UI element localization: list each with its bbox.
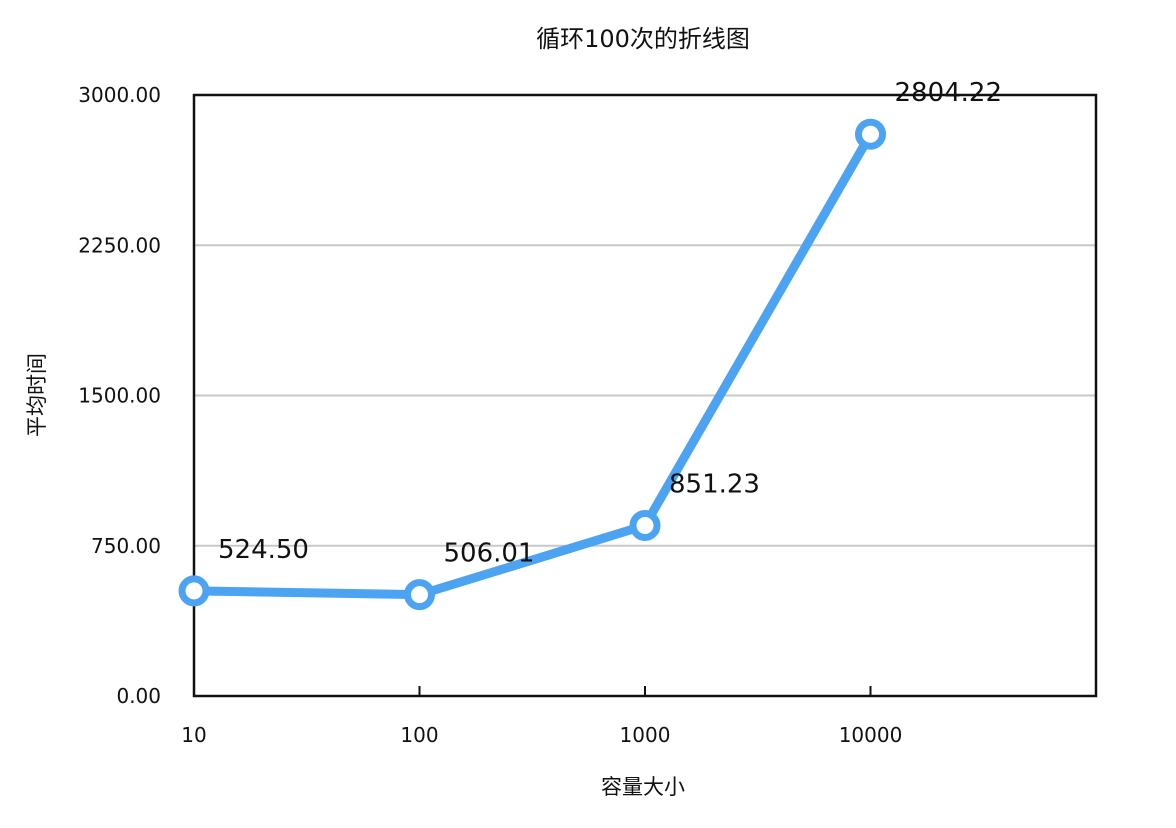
y-axis-ticks: 0.00 750.00 1500.00 2250.00 3000.00: [78, 83, 161, 708]
data-point: [404, 579, 435, 611]
series-group: [178, 118, 886, 611]
data-label: 524.50: [218, 535, 309, 565]
chart-title: 循环100次的折线图: [536, 25, 750, 53]
y-tick-label: 2250.00: [78, 233, 161, 257]
y-tick-label: 0.00: [116, 684, 161, 708]
data-label: 506.01: [444, 539, 535, 569]
x-tick-label: 100: [400, 723, 438, 747]
data-label: 851.23: [669, 469, 760, 499]
x-axis-label: 容量大小: [601, 775, 685, 799]
y-axis-label: 平均时间: [25, 353, 49, 437]
data-label: 2804.22: [895, 78, 1003, 108]
x-tick-label: 10: [181, 723, 206, 747]
y-tick-label: 750.00: [91, 534, 161, 558]
y-tick-label: 1500.00: [78, 384, 161, 408]
x-tick-label: 10000: [839, 723, 903, 747]
data-point: [855, 118, 886, 150]
y-tick-label: 3000.00: [78, 83, 161, 107]
series-line: [189, 129, 875, 600]
data-point: [629, 509, 661, 541]
data-point: [178, 575, 210, 607]
x-axis-ticks: 10 100 1000 10000: [181, 686, 902, 747]
grid-lines: [194, 244, 1096, 547]
x-tick-label: 1000: [620, 723, 671, 747]
data-labels: 524.50 506.01 851.23 2804.22: [218, 78, 1002, 568]
